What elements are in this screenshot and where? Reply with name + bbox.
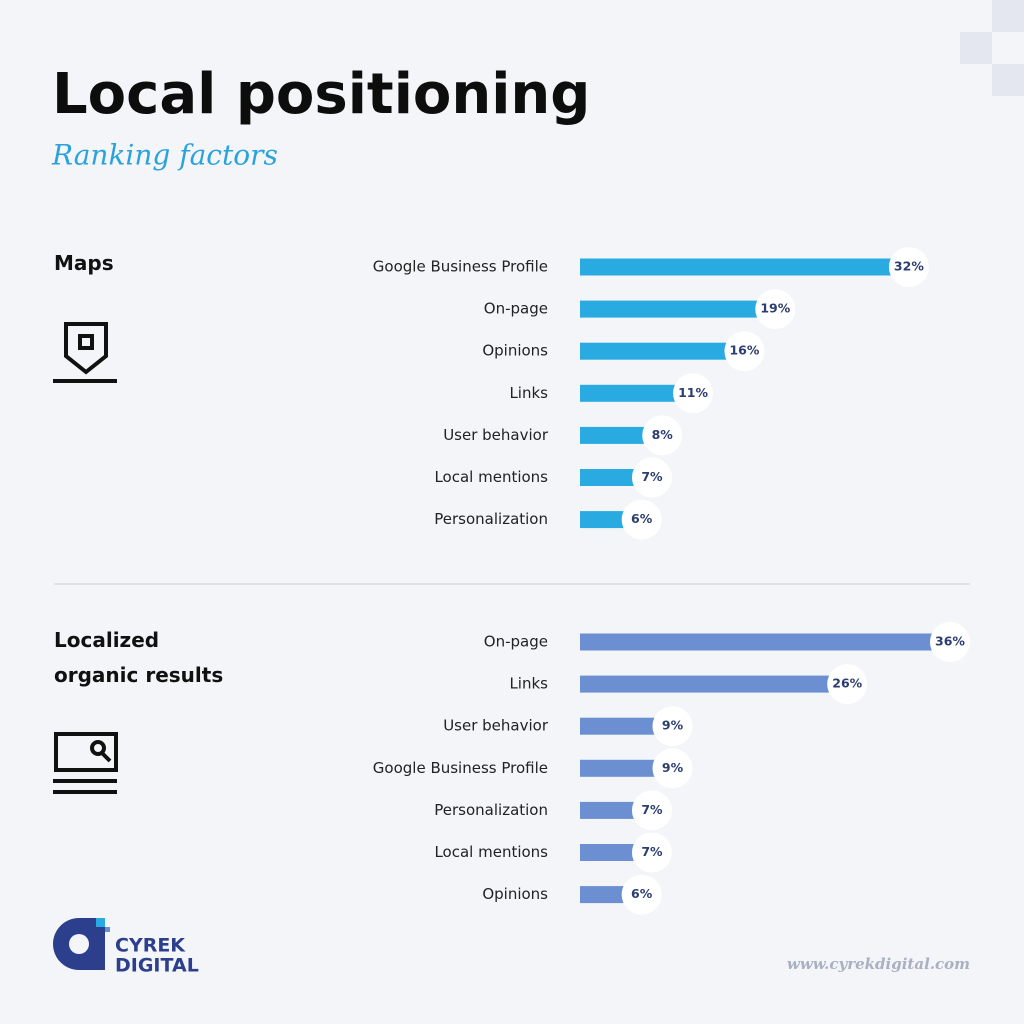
brand: DIGITAL: [115, 955, 199, 977]
label-badge: [888, 247, 929, 287]
category-label: Google Business Profile: [373, 258, 548, 276]
brand: CYREK: [115, 935, 186, 957]
value-label: 11%: [678, 385, 708, 400]
value-label: 36%: [935, 634, 965, 649]
title: Local positioning: [52, 62, 590, 127]
label-badge: [642, 415, 683, 456]
bar: [580, 426, 663, 444]
search-icon: [53, 732, 118, 794]
label-badge: [724, 331, 765, 372]
bar: [580, 759, 673, 777]
category-label: Personalization: [434, 510, 548, 528]
label-badge: [631, 832, 672, 873]
label-badge: [827, 664, 868, 705]
value-label: 6%: [631, 886, 653, 901]
label-badge: [652, 748, 693, 789]
bar: [580, 717, 673, 735]
decor: [992, 0, 1024, 32]
bar: [580, 258, 909, 276]
bar: [580, 342, 745, 360]
value-label: 6%: [631, 511, 653, 526]
label-badge: [673, 373, 714, 414]
label-badge: [755, 289, 796, 330]
bar: [580, 384, 694, 402]
value-label: 7%: [641, 802, 663, 817]
chart-title: Localized organic results: [54, 628, 224, 687]
category-label: Local mentions: [434, 468, 548, 486]
category-label: On-page: [484, 633, 548, 651]
url: www.cyrekdigital.com: [787, 955, 970, 973]
category-label: User behavior: [443, 426, 549, 444]
label-badge: [652, 706, 693, 747]
category-label: Opinions: [482, 342, 548, 360]
category-label: Local mentions: [434, 843, 548, 861]
label-badge: [631, 790, 672, 831]
value-label: 7%: [641, 844, 663, 859]
label-badge: [621, 499, 662, 540]
bar: [580, 675, 848, 693]
decor: [960, 32, 992, 64]
category-label: Links: [509, 384, 548, 402]
subtitle: Ranking factors: [51, 139, 278, 172]
label-badge: [621, 874, 662, 915]
bar: [580, 300, 776, 318]
value-label: 16%: [729, 343, 759, 358]
value-label: 19%: [760, 301, 790, 316]
value-label: 7%: [641, 469, 663, 484]
label-badge: [631, 457, 672, 498]
chart-title: Maps: [54, 251, 114, 275]
label-badge: [930, 622, 970, 662]
category-label: On-page: [484, 300, 548, 318]
decor: [992, 64, 1024, 96]
category-label: Personalization: [434, 801, 548, 819]
value-label: 26%: [832, 676, 862, 691]
category-label: Opinions: [482, 885, 548, 903]
logo: [53, 918, 110, 970]
category-label: Links: [509, 675, 548, 693]
category-label: Google Business Profile: [373, 759, 548, 777]
value-label: 8%: [652, 427, 674, 442]
value-label: 9%: [662, 718, 684, 733]
value-label: 32%: [894, 259, 924, 274]
value-label: 9%: [662, 760, 684, 775]
maps-icon: [53, 322, 117, 383]
bar: [580, 633, 950, 651]
category-label: User behavior: [443, 717, 549, 735]
